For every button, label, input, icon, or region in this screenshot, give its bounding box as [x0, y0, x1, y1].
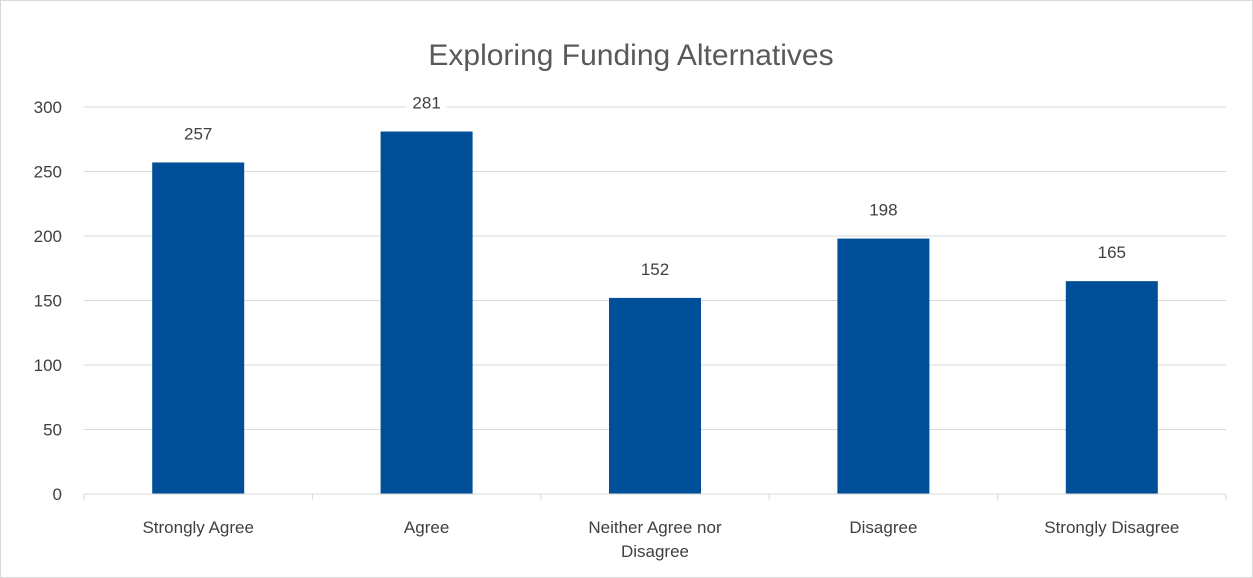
y-tick-label: 0 [53, 485, 62, 504]
y-tick-label: 150 [34, 292, 62, 311]
data-labels: 257 281 152 198 165 [178, 90, 1132, 281]
data-label: 281 [412, 94, 440, 113]
x-category-label: Strongly Disagree [1044, 518, 1179, 537]
data-label-background [635, 256, 675, 281]
x-category-label: Agree [404, 518, 449, 537]
bar [837, 238, 930, 494]
chart-title: Exploring Funding Alternatives [428, 39, 833, 72]
bar [1065, 281, 1158, 494]
y-tick-label: 250 [34, 163, 62, 182]
data-label-background [863, 197, 904, 222]
data-label-background [178, 121, 219, 146]
data-label-background [1091, 240, 1132, 265]
data-label: 257 [184, 124, 212, 143]
x-category-label: Disagree [849, 518, 917, 537]
data-label: 152 [641, 260, 669, 279]
x-category-label: Neither Agree nor [588, 518, 722, 537]
bar [152, 162, 245, 494]
x-category-label: Strongly Agree [142, 518, 254, 537]
axes: 0 50 100 150 200 250 300 Strongly Agree Agree Nei… [34, 98, 1227, 561]
y-tick-label: 200 [34, 227, 62, 246]
x-category-label: Disagree [621, 542, 689, 561]
bar [380, 131, 473, 494]
bar [609, 297, 701, 494]
data-label: 165 [1098, 243, 1126, 262]
bars [152, 131, 1158, 494]
data-label: 198 [869, 201, 897, 220]
y-tick-label: 50 [43, 421, 62, 440]
data-label-background [406, 90, 447, 115]
y-tick-label: 100 [34, 356, 62, 375]
y-tick-label: 300 [34, 98, 62, 117]
